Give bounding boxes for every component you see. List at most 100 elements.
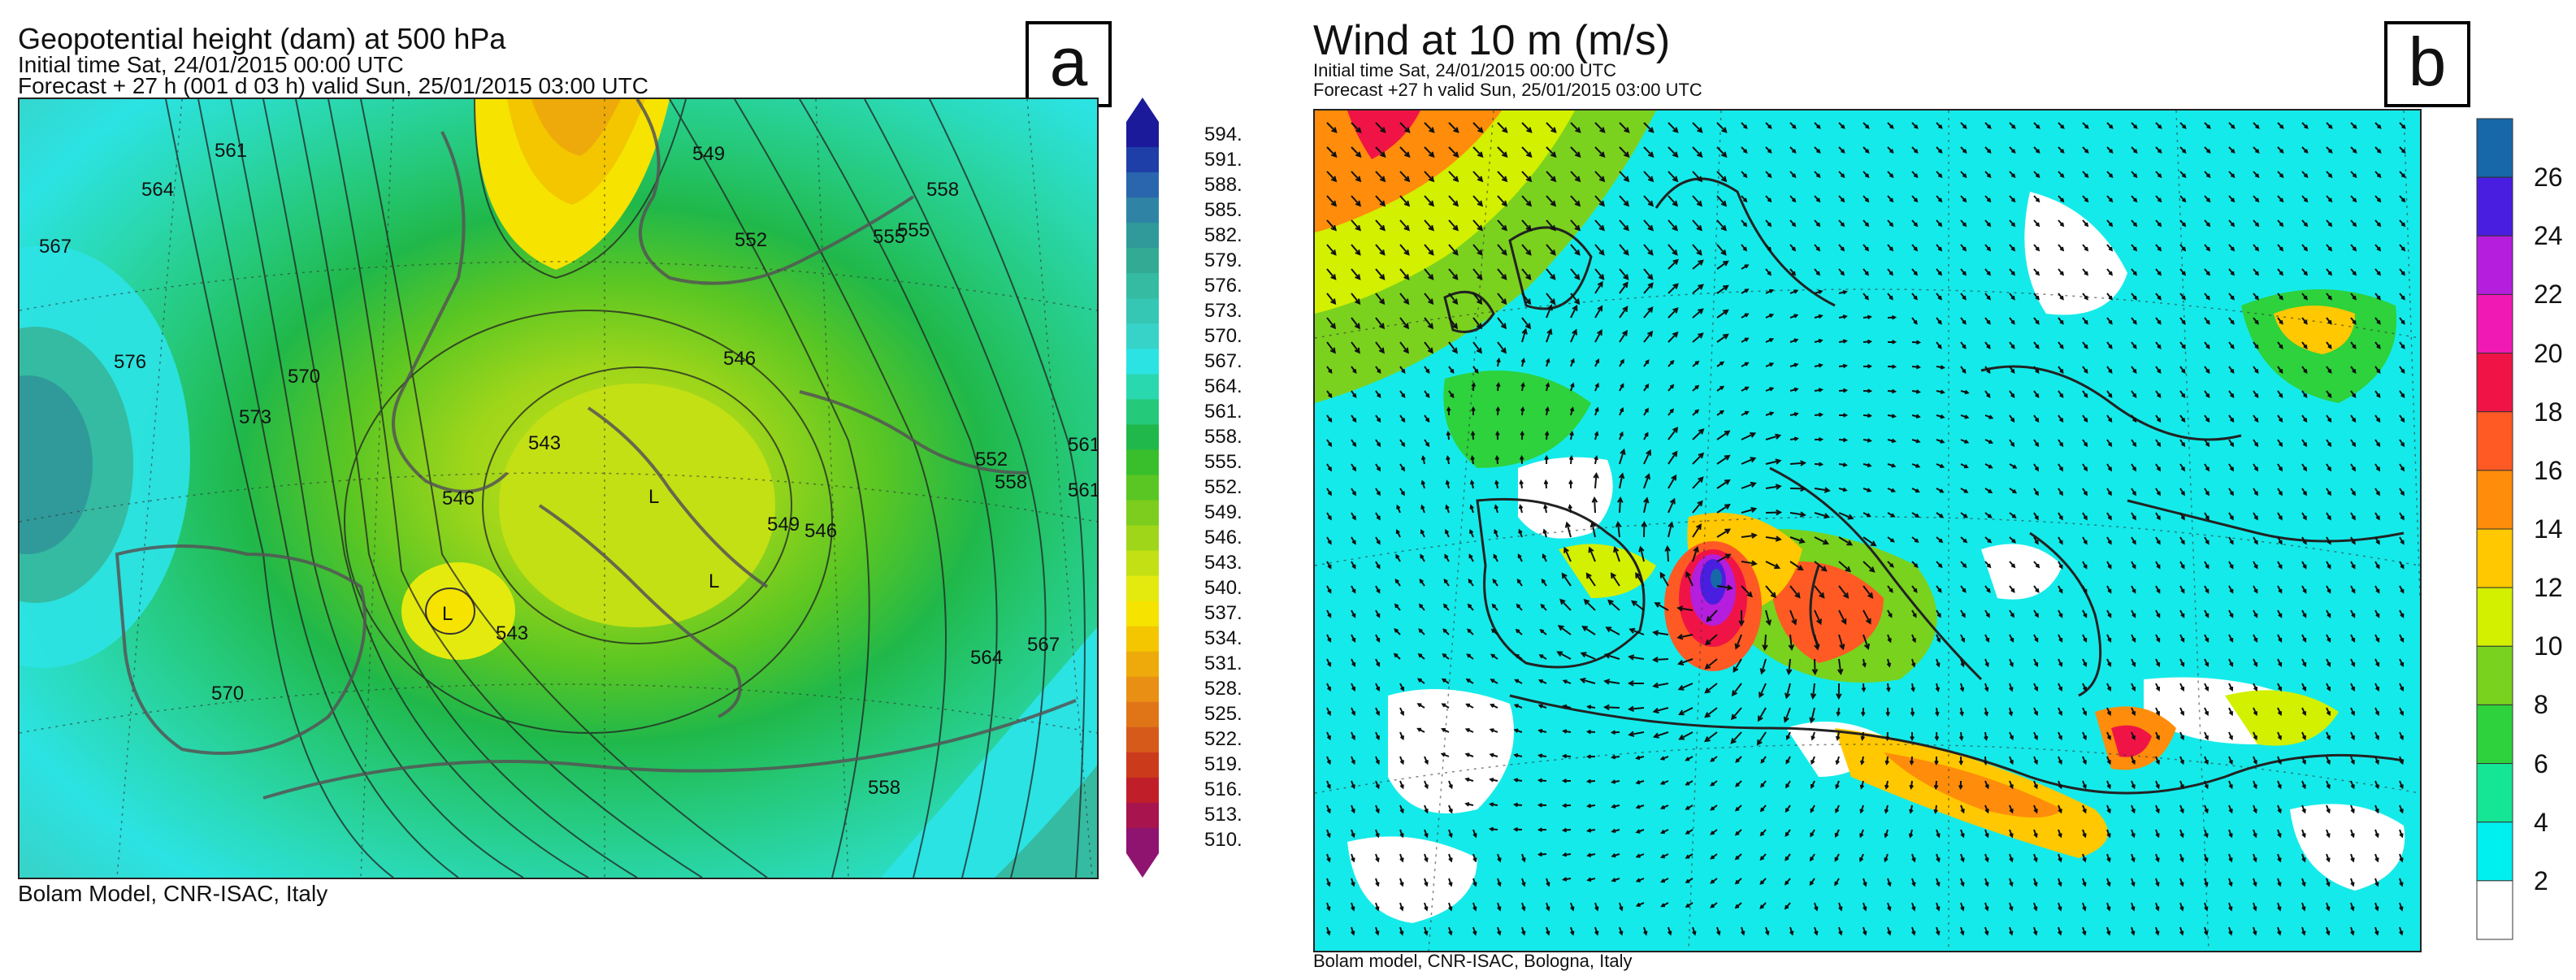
wind-arrow [2399, 804, 2404, 814]
wind-arrow [2374, 926, 2379, 936]
wind-arrow [2179, 414, 2186, 423]
wind-arrow [1837, 658, 1844, 675]
wind-arrow [1863, 926, 1867, 936]
wind-arrow [1887, 219, 1894, 228]
wind-arrow [2253, 561, 2258, 570]
wind-arrow [2009, 658, 2014, 668]
wind-arrow [2326, 317, 2332, 325]
wind-arrow [1911, 853, 1916, 863]
panel-a-badge: a [1026, 21, 1112, 107]
wind-arrow [1464, 777, 1474, 783]
wind-arrow [1326, 731, 1331, 741]
wind-arrow [1810, 683, 1817, 700]
wind-arrow [2009, 853, 2014, 863]
wind-arrow [2204, 341, 2210, 349]
panel-b-wind: Wind at 10 m (m/s) Initial time Sat, 24/… [1292, 0, 2576, 980]
wind-arrow [2350, 658, 2356, 667]
wind-arrow [1933, 804, 1938, 814]
wind-arrow [1960, 293, 1967, 301]
wind-arrow [2033, 585, 2040, 593]
wind-arrow [1984, 829, 1989, 839]
wind-arrow [1546, 328, 1553, 343]
wind-arrow [2399, 463, 2405, 472]
colorbar-a-swatch [1126, 827, 1159, 854]
wind-arrow [1375, 317, 1386, 330]
wind-arrow [1643, 171, 1654, 183]
wind-arrow [1351, 293, 1361, 306]
wind-arrow [1542, 553, 1547, 562]
wind-arrow [1884, 731, 1890, 742]
colorbar-b-swatch [2476, 293, 2513, 354]
wind-arrow [1814, 902, 1819, 912]
wind-arrow [1784, 878, 1791, 886]
wind-arrow [1838, 314, 1848, 319]
wind-arrow [2131, 536, 2136, 545]
wind-arrow [1641, 520, 1648, 538]
wind-arrow [1859, 829, 1864, 839]
wind-arrow [1860, 756, 1865, 765]
wind-arrow [2009, 293, 2015, 301]
wind-arrow [1472, 268, 1483, 280]
wind-arrow [1863, 438, 1872, 443]
wind-arrow [1911, 340, 1922, 345]
wind-arrow [2253, 634, 2258, 643]
wind-arrow [2179, 366, 2186, 374]
wind-arrow [1635, 572, 1645, 587]
wind-arrow [2326, 122, 2333, 129]
wind-arrow [2399, 731, 2404, 741]
wind-arrow [1716, 553, 1732, 562]
wind-arrow [1863, 536, 1877, 547]
wind-arrow [2106, 268, 2113, 276]
wind-arrow [1610, 572, 1620, 587]
wind-arrow [1445, 528, 1450, 538]
wind-arrow [2033, 561, 2040, 569]
wind-arrow [1785, 683, 1791, 700]
wind-arrow [1375, 585, 1381, 594]
wind-arrow [1519, 479, 1524, 489]
wind-arrow [1960, 926, 1965, 936]
colorbar-a-label: 561. [1204, 400, 1242, 423]
wind-arrow [1741, 171, 1748, 179]
wind-arrow [1958, 780, 1963, 791]
colorbar-a-label: 594. [1204, 123, 1242, 145]
wind-arrow [1704, 658, 1718, 670]
wind-arrow [2131, 609, 2136, 618]
wind-arrow [2155, 341, 2162, 349]
wind-arrow [2374, 804, 2379, 814]
wind-arrow [2277, 878, 2282, 887]
wind-arrow [1472, 219, 1484, 232]
wind-arrow [1887, 388, 1897, 394]
wind-arrow [1326, 390, 1333, 398]
wind-arrow [1716, 284, 1729, 294]
wind-arrow [2326, 878, 2331, 887]
wind-arrow [1521, 195, 1533, 207]
wind-arrow [2277, 390, 2283, 398]
wind-arrow [2131, 878, 2136, 887]
wind-arrow [1692, 452, 1705, 465]
colorbar-b-swatch [2476, 528, 2513, 588]
wind-arrow [1519, 454, 1524, 465]
wind-arrow [1667, 171, 1679, 183]
wind-arrow [2301, 658, 2307, 667]
wind-arrow [1810, 780, 1815, 789]
wind-arrow [2082, 634, 2088, 643]
wind-arrow [1863, 561, 1876, 573]
wind-arrow [2374, 244, 2382, 252]
wind-arrow [1399, 341, 1409, 354]
wind-arrow [2301, 561, 2307, 570]
wind-arrow [1472, 853, 1477, 863]
wind-arrow [1886, 683, 1891, 692]
wind-arrow [1911, 268, 1918, 276]
wind-arrow [2204, 463, 2210, 472]
wind-arrow [1613, 546, 1620, 562]
wind-arrow [1789, 412, 1799, 417]
wind-arrow [2082, 488, 2088, 497]
wind-arrow [1716, 333, 1729, 343]
wind-arrow [1811, 756, 1815, 765]
wind-arrow [1936, 268, 1942, 276]
colorbar-a-label: 516. [1204, 778, 1242, 801]
wind-arrow [1643, 306, 1654, 319]
wind-arrow [1643, 282, 1654, 294]
panel-b-forecast: Forecast +27 h valid Sun, 25/01/2015 03:… [1313, 80, 1702, 100]
contour-label: 558 [868, 777, 901, 799]
